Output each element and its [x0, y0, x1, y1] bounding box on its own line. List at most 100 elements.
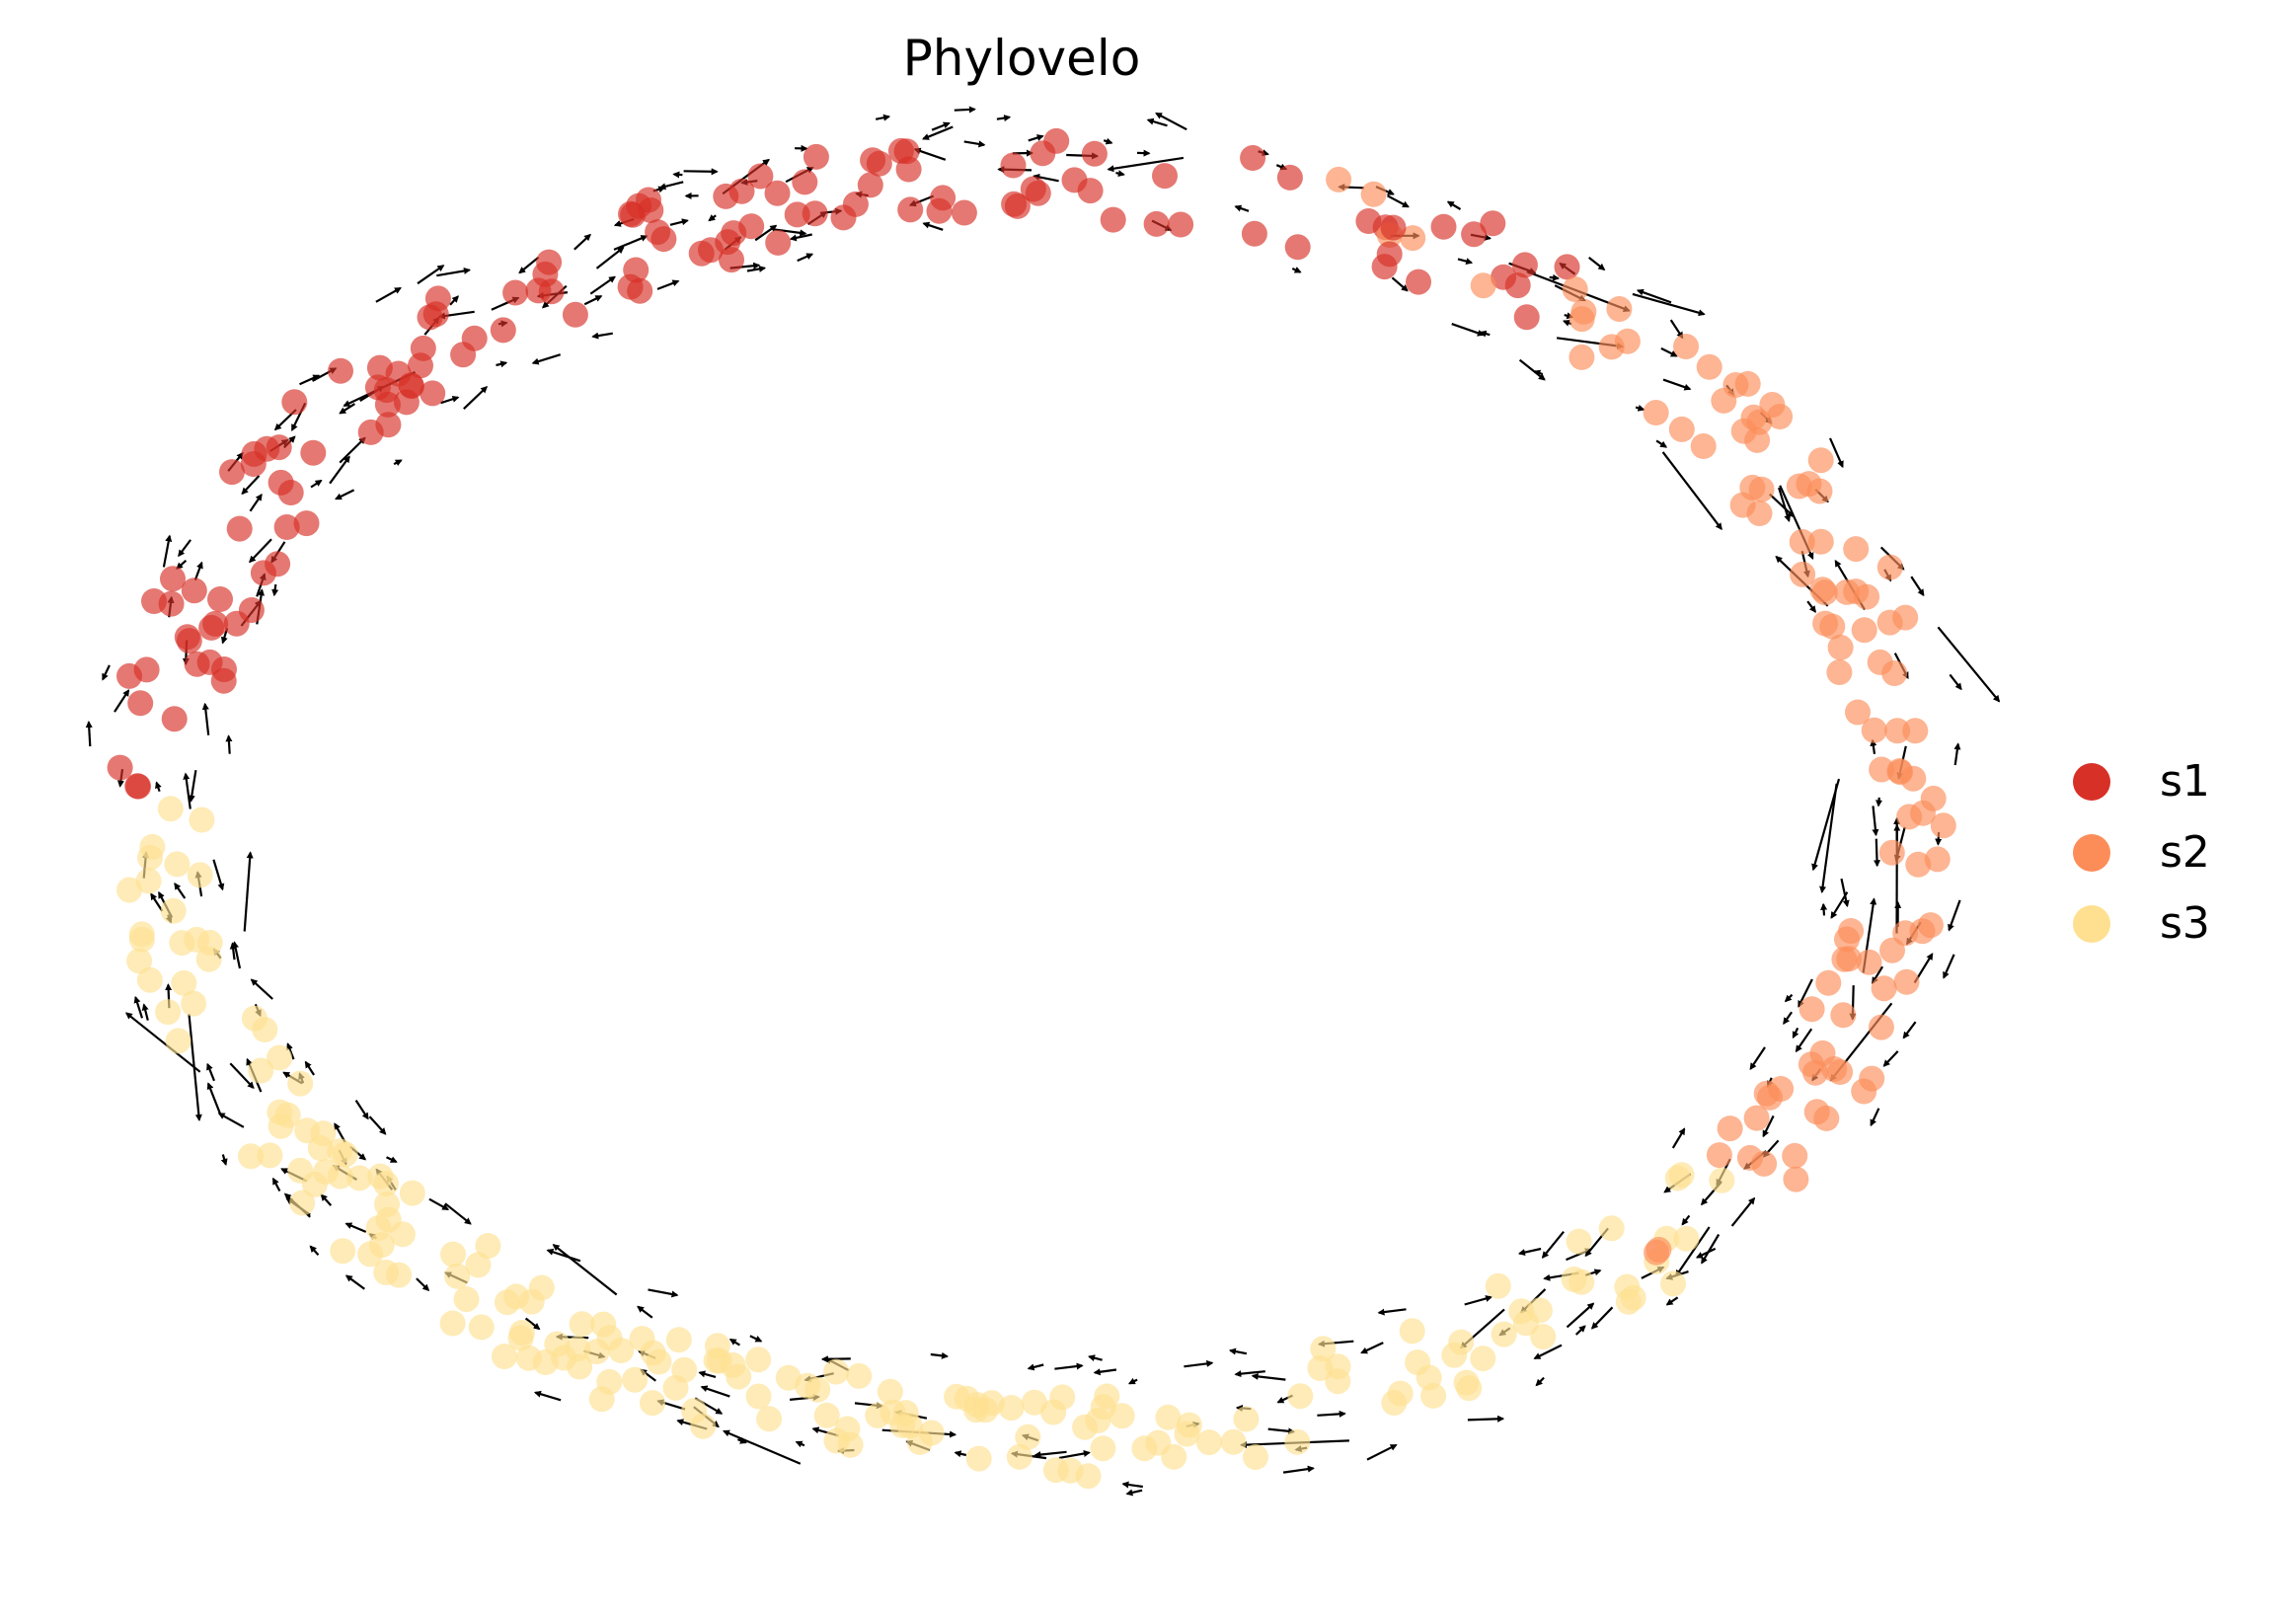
velocity-arrow: [336, 490, 353, 499]
data-point-s1: [127, 690, 153, 716]
velocity-arrow: [649, 1289, 678, 1295]
data-point-s2: [1809, 577, 1835, 602]
data-point-s3: [366, 1215, 392, 1241]
data-point-s3: [161, 898, 187, 924]
velocity-arrow: [1576, 1326, 1585, 1335]
data-point-s2: [1905, 852, 1931, 878]
velocity-arrow: [242, 476, 259, 494]
velocity-arrow: [1944, 955, 1954, 978]
data-point-s3: [1621, 1285, 1646, 1311]
velocity-arrow: [1633, 294, 1705, 314]
data-point-s3: [1007, 1444, 1033, 1470]
data-point-s2: [1879, 938, 1905, 963]
velocity-arrow: [340, 438, 365, 463]
data-point-s2: [1808, 447, 1834, 473]
data-point-s2: [1707, 1142, 1732, 1168]
data-point-s3: [1058, 1458, 1084, 1484]
velocity-arrow: [234, 943, 240, 968]
data-point-s3: [746, 1384, 772, 1410]
velocity-arrow: [1127, 1491, 1142, 1495]
data-point-s3: [1307, 1355, 1333, 1381]
velocity-arrow: [245, 853, 251, 932]
velocity-arrow: [195, 563, 202, 580]
data-point-s3: [897, 1413, 923, 1438]
data-point-s1: [134, 656, 160, 682]
data-point-s3: [158, 796, 184, 821]
velocity-arrow: [1884, 1051, 1898, 1066]
velocity-arrow: [1702, 1235, 1719, 1264]
data-point-s2: [1673, 334, 1699, 359]
velocity-arrow: [574, 235, 590, 250]
velocity-arrow: [135, 997, 142, 1018]
data-point-s3: [386, 1263, 412, 1288]
data-point-s2: [1563, 276, 1588, 302]
velocity-arrow: [1732, 1198, 1755, 1226]
data-point-s2: [1872, 975, 1897, 1001]
velocity-arrow: [1904, 1022, 1916, 1038]
velocity-arrow: [103, 665, 110, 679]
velocity-arrow: [798, 255, 812, 262]
data-point-s3: [1400, 1318, 1425, 1344]
data-point-s2: [1910, 918, 1936, 944]
data-point-s1: [328, 358, 353, 384]
data-point-s2: [1821, 1056, 1847, 1082]
data-point-s2: [1783, 1167, 1808, 1193]
data-point-s3: [1674, 1226, 1700, 1252]
data-point-s3: [1155, 1405, 1181, 1430]
legend-label-s3: s3: [2160, 902, 2210, 946]
data-point-s2: [1767, 404, 1793, 429]
data-point-s2: [1471, 272, 1496, 298]
velocity-arrow: [445, 1203, 471, 1224]
velocity-arrow: [964, 141, 984, 144]
data-point-s1: [300, 440, 326, 466]
data-point-s3: [169, 930, 194, 956]
velocity-arrow: [191, 770, 195, 801]
velocity-arrow: [1452, 324, 1484, 335]
data-point-s2: [1737, 1145, 1763, 1171]
data-point-s3: [188, 862, 213, 887]
data-point-s3: [327, 1138, 352, 1164]
data-point-s2: [1869, 1015, 1894, 1040]
data-point-s3: [287, 1071, 313, 1097]
data-point-s1: [539, 278, 565, 304]
velocity-arrow: [702, 1387, 729, 1397]
data-point-s2: [1782, 1143, 1807, 1169]
legend-label-s2: s2: [2160, 831, 2210, 875]
data-point-s3: [129, 921, 155, 947]
data-point-s2: [1852, 617, 1877, 643]
velocity-arrow: [1592, 1307, 1613, 1328]
velocity-arrow: [1054, 1365, 1082, 1368]
velocity-arrow: [346, 1275, 364, 1288]
data-point-s3: [126, 948, 152, 973]
velocity-arrow: [186, 774, 191, 809]
velocity-arrow: [674, 175, 683, 176]
data-point-s3: [1405, 1349, 1430, 1375]
velocity-arrow: [931, 1354, 948, 1356]
data-point-s1: [162, 706, 188, 731]
data-point-s3: [166, 1028, 191, 1053]
velocity-arrow: [1543, 1232, 1564, 1258]
velocity-arrow: [1794, 1028, 1799, 1037]
velocity-arrow: [346, 1224, 366, 1232]
velocity-arrow: [1550, 277, 1559, 278]
velocity-arrow: [597, 248, 624, 269]
velocity-arrow: [1035, 1452, 1067, 1455]
velocity-arrow: [1955, 744, 1958, 765]
data-point-s3: [999, 1395, 1025, 1421]
velocity-arrow: [747, 269, 765, 271]
data-point-s1: [227, 516, 253, 542]
data-point-s1: [1285, 234, 1311, 260]
velocity-arrow: [1663, 452, 1722, 529]
velocity-arrow: [1317, 1414, 1344, 1416]
velocity-arrow: [1236, 206, 1249, 211]
data-point-s3: [705, 1333, 730, 1358]
data-point-s2: [1606, 296, 1632, 322]
velocity-arrow: [1520, 360, 1545, 380]
velocity-arrow: [1253, 1376, 1285, 1380]
velocity-arrow: [1871, 1109, 1878, 1125]
data-point-s1: [197, 650, 223, 675]
velocity-arrow: [533, 354, 561, 363]
data-point-s1: [175, 624, 200, 650]
velocity-arrow: [1029, 1365, 1043, 1369]
